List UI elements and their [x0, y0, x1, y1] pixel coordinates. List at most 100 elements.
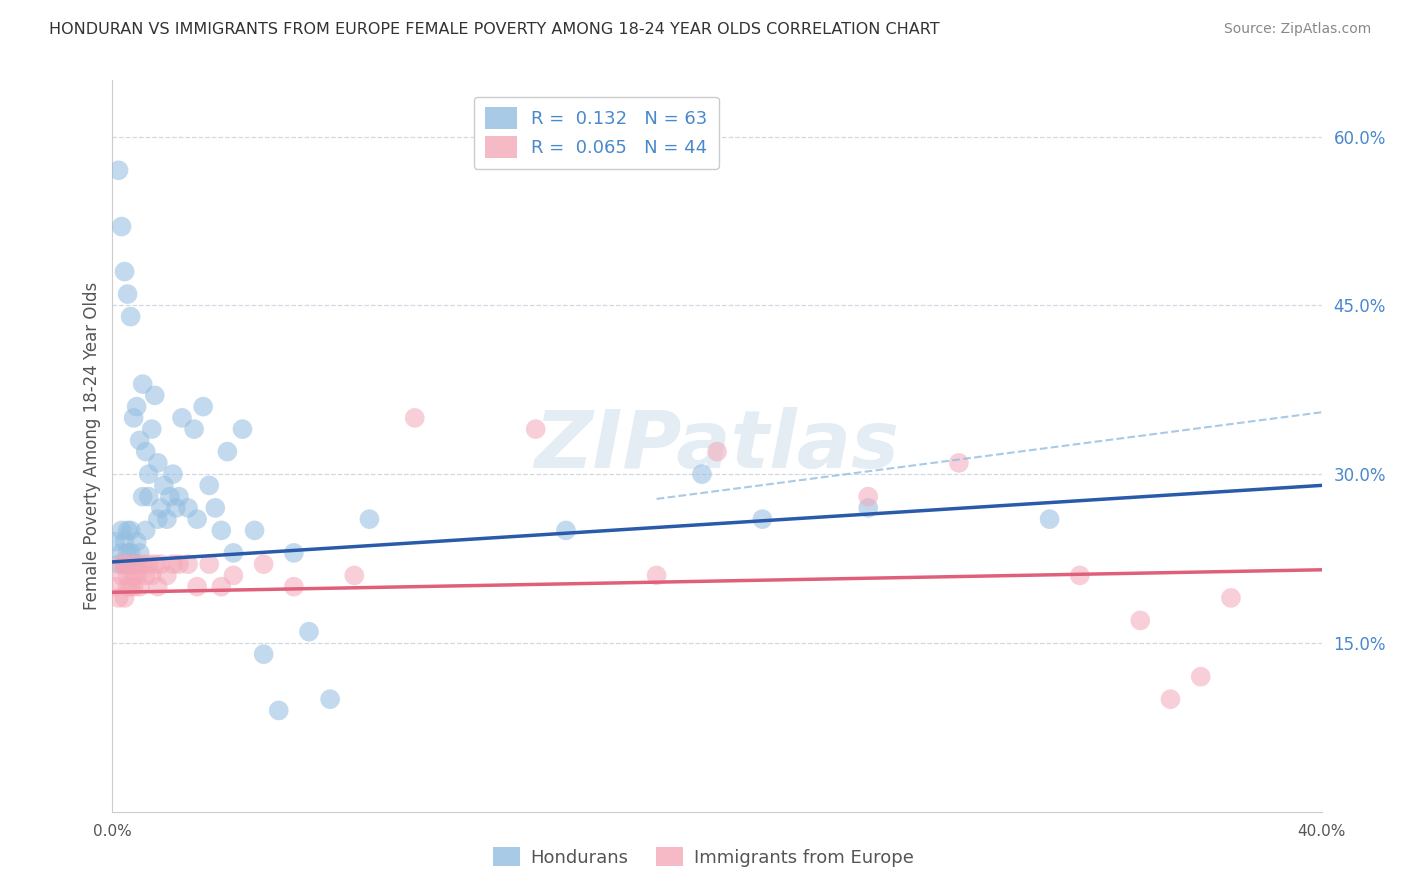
Point: [751, 512, 773, 526]
Point: [319, 692, 342, 706]
Point: [222, 568, 245, 582]
Point: [122, 557, 145, 571]
Text: HONDURAN VS IMMIGRANTS FROM EUROPE FEMALE POVERTY AMONG 18-24 YEAR OLDS CORRELAT: HONDURAN VS IMMIGRANTS FROM EUROPE FEMAL…: [49, 22, 939, 37]
Point: [117, 546, 139, 560]
Point: [125, 557, 148, 571]
Point: [122, 568, 145, 582]
Point: [143, 557, 166, 571]
Point: [128, 546, 150, 560]
Point: [114, 534, 136, 549]
Point: [110, 524, 132, 538]
Point: [253, 647, 276, 661]
Point: [110, 546, 132, 560]
Point: [359, 512, 381, 526]
Point: [177, 557, 200, 571]
Point: [209, 524, 232, 538]
Point: [267, 703, 290, 717]
Point: [120, 557, 142, 571]
Point: [117, 568, 139, 582]
Point: [156, 568, 179, 582]
Text: ZIPatlas: ZIPatlas: [534, 407, 900, 485]
Point: [117, 524, 139, 538]
Point: [128, 580, 150, 594]
Point: [114, 557, 136, 571]
Point: [104, 580, 127, 594]
Point: [138, 490, 160, 504]
Point: [125, 400, 148, 414]
Point: [283, 546, 305, 560]
Point: [524, 422, 547, 436]
Point: [117, 287, 139, 301]
Point: [132, 557, 155, 571]
Point: [146, 456, 169, 470]
Point: [125, 534, 148, 549]
Point: [162, 467, 184, 482]
Point: [162, 557, 184, 571]
Point: [114, 264, 136, 278]
Point: [243, 524, 266, 538]
Point: [135, 568, 157, 582]
Point: [141, 568, 163, 582]
Point: [198, 557, 221, 571]
Point: [343, 568, 366, 582]
Point: [104, 534, 127, 549]
Legend: Hondurans, Immigrants from Europe: Hondurans, Immigrants from Europe: [485, 840, 921, 874]
Point: [191, 400, 214, 414]
Point: [948, 456, 970, 470]
Point: [120, 580, 142, 594]
Point: [1220, 591, 1243, 605]
Point: [114, 557, 136, 571]
Text: Source: ZipAtlas.com: Source: ZipAtlas.com: [1223, 22, 1371, 37]
Point: [1069, 568, 1091, 582]
Point: [209, 580, 232, 594]
Point: [107, 557, 129, 571]
Point: [159, 490, 181, 504]
Point: [165, 500, 187, 515]
Point: [132, 377, 155, 392]
Point: [298, 624, 321, 639]
Point: [138, 557, 160, 571]
Point: [135, 444, 157, 458]
Point: [120, 524, 142, 538]
Point: [198, 478, 221, 492]
Point: [167, 490, 190, 504]
Point: [1189, 670, 1212, 684]
Point: [146, 512, 169, 526]
Point: [114, 591, 136, 605]
Point: [122, 580, 145, 594]
Point: [183, 422, 205, 436]
Point: [110, 219, 132, 234]
Point: [177, 500, 200, 515]
Point: [554, 524, 576, 538]
Point: [217, 444, 239, 458]
Point: [706, 444, 728, 458]
Point: [153, 478, 176, 492]
Point: [283, 580, 305, 594]
Point: [645, 568, 668, 582]
Point: [1038, 512, 1062, 526]
Point: [120, 546, 142, 560]
Y-axis label: Female Poverty Among 18-24 Year Olds: Female Poverty Among 18-24 Year Olds: [83, 282, 101, 610]
Point: [149, 557, 172, 571]
Point: [1159, 692, 1181, 706]
Point: [132, 490, 155, 504]
Point: [204, 500, 226, 515]
Point: [186, 512, 208, 526]
Point: [186, 580, 208, 594]
Point: [138, 467, 160, 482]
Point: [146, 580, 169, 594]
Point: [170, 410, 193, 425]
Point: [117, 557, 139, 571]
Point: [690, 467, 713, 482]
Point: [222, 546, 245, 560]
Point: [231, 422, 253, 436]
Point: [125, 568, 148, 582]
Point: [404, 410, 426, 425]
Point: [128, 434, 150, 448]
Point: [122, 410, 145, 425]
Point: [253, 557, 276, 571]
Point: [135, 524, 157, 538]
Point: [856, 500, 880, 515]
Point: [149, 500, 172, 515]
Point: [107, 591, 129, 605]
